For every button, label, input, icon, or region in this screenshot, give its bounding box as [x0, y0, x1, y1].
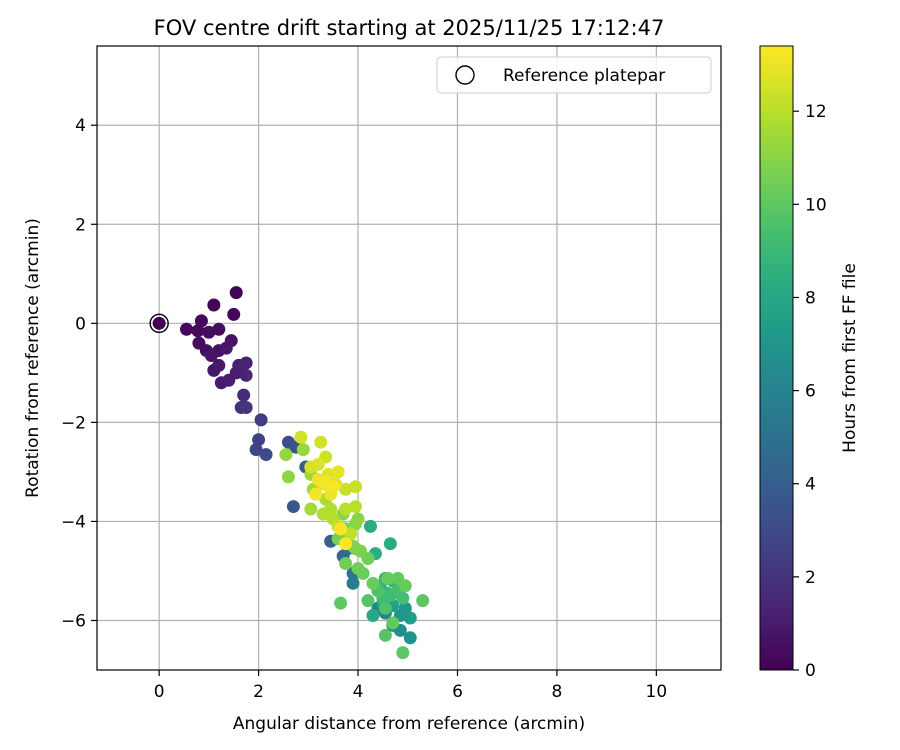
scatter-point: [239, 368, 253, 382]
scatter-point: [378, 628, 392, 642]
colorbar-ticks: 0 2 4 6 8 10 12: [793, 102, 827, 681]
scatter-point: [316, 507, 330, 521]
scatter-point: [361, 594, 375, 608]
scatter-point: [378, 601, 392, 615]
scatter-point: [207, 298, 221, 312]
colorbar-gradient: [759, 45, 794, 671]
y-axis: −6 −4 −2 0 2 4: [61, 116, 97, 631]
scatter-point: [349, 500, 363, 514]
x-tick-label: 2: [253, 682, 264, 702]
colorbar-label: Hours from first FF file: [840, 263, 860, 453]
colorbar-tick-label: 4: [805, 475, 816, 495]
colorbar-tick-label: 2: [805, 568, 816, 588]
x-axis: 0 2 4 6 8 10: [154, 670, 667, 702]
scatter-point: [351, 512, 365, 526]
colorbar-tick-label: 6: [805, 382, 816, 402]
scatter-point: [398, 601, 412, 615]
scatter-point: [296, 443, 310, 457]
scatter-point: [212, 322, 226, 336]
scatter-point: [396, 646, 410, 660]
scatter-point: [334, 596, 348, 610]
scatter-point: [349, 480, 363, 494]
scatter-points: [152, 286, 430, 660]
y-axis-label: Rotation from reference (arcmin): [23, 218, 43, 498]
colorbar-tick-label: 0: [805, 661, 816, 681]
scatter-point: [326, 480, 340, 494]
scatter-point: [286, 500, 300, 514]
y-tick-label: 0: [75, 314, 86, 334]
scatter-point: [249, 443, 263, 457]
y-tick-label: 2: [75, 215, 86, 235]
scatter-point: [294, 430, 308, 444]
legend-box: [436, 56, 712, 94]
scatter-point: [259, 448, 273, 462]
scatter-point: [229, 286, 243, 300]
y-tick-label: −6: [61, 611, 86, 631]
plot-area: 0 2 4 6 8 10 −6 −4 −2 0 2 4: [61, 45, 722, 702]
legend-marker-open-circle: [455, 65, 475, 85]
scatter-point: [281, 470, 295, 484]
scatter-point: [309, 487, 323, 501]
scatter-point: [403, 611, 417, 625]
y-tick-label: 4: [75, 116, 86, 136]
y-tick-label: −2: [61, 413, 86, 433]
scatter-point: [191, 324, 205, 338]
scatter-point: [239, 356, 253, 370]
scatter-point: [331, 465, 345, 479]
scatter-point: [398, 579, 412, 593]
scatter-point: [314, 435, 328, 449]
scatter-point: [386, 616, 400, 630]
y-tick-label: −4: [61, 512, 86, 532]
scatter-point: [366, 576, 380, 590]
x-tick-label: 6: [452, 682, 463, 702]
scatter-point: [366, 609, 380, 623]
scatter-point: [279, 448, 293, 462]
reference-point: [149, 313, 169, 334]
scatter-point: [212, 358, 226, 372]
scatter-point: [403, 631, 417, 645]
scatter-point: [179, 322, 193, 336]
legend-entry: Reference platepar: [503, 66, 665, 86]
colorbar-tick-label: 8: [805, 288, 816, 308]
scatter-point: [311, 457, 325, 471]
scatter-point: [334, 522, 348, 536]
x-tick-label: 8: [552, 682, 563, 702]
grid: [97, 46, 721, 670]
scatter-point: [227, 307, 241, 321]
scatter-point: [344, 527, 358, 541]
scatter-point: [383, 537, 397, 551]
scatter-point: [339, 557, 353, 571]
x-tick-label: 4: [353, 682, 364, 702]
reference-marker: [149, 313, 169, 334]
scatter-point: [194, 314, 208, 328]
scatter-point: [202, 325, 216, 339]
scatter-point: [252, 433, 266, 447]
scatter-point: [351, 561, 365, 575]
scatter-point: [346, 576, 360, 590]
scatter-point: [396, 591, 410, 605]
scatter-point: [339, 502, 353, 516]
chart-title: FOV centre drift starting at 2025/11/25 …: [154, 16, 665, 40]
scatter-point: [204, 349, 218, 363]
scatter-point: [416, 594, 430, 608]
scatter-point: [254, 413, 268, 427]
scatter-point: [152, 316, 166, 330]
scatter-point: [339, 537, 353, 551]
x-tick-label: 0: [154, 682, 165, 702]
scatter-point: [237, 388, 251, 402]
scatter-point: [219, 341, 233, 355]
scatter-point: [363, 519, 377, 533]
x-axis-label: Angular distance from reference (arcmin): [233, 714, 585, 734]
legend: Reference platepar: [436, 56, 712, 94]
scatter-point: [304, 502, 318, 516]
colorbar-tick-label: 10: [805, 195, 827, 215]
scatter-point: [239, 401, 253, 415]
colorbar: 0 2 4 6 8 10 12 Hours from first FF file: [759, 45, 860, 681]
colorbar-tick-label: 12: [805, 102, 827, 122]
scatter-point: [339, 482, 353, 496]
scatter-point: [381, 571, 395, 585]
x-tick-label: 10: [646, 682, 668, 702]
plot-frame: [96, 45, 722, 671]
